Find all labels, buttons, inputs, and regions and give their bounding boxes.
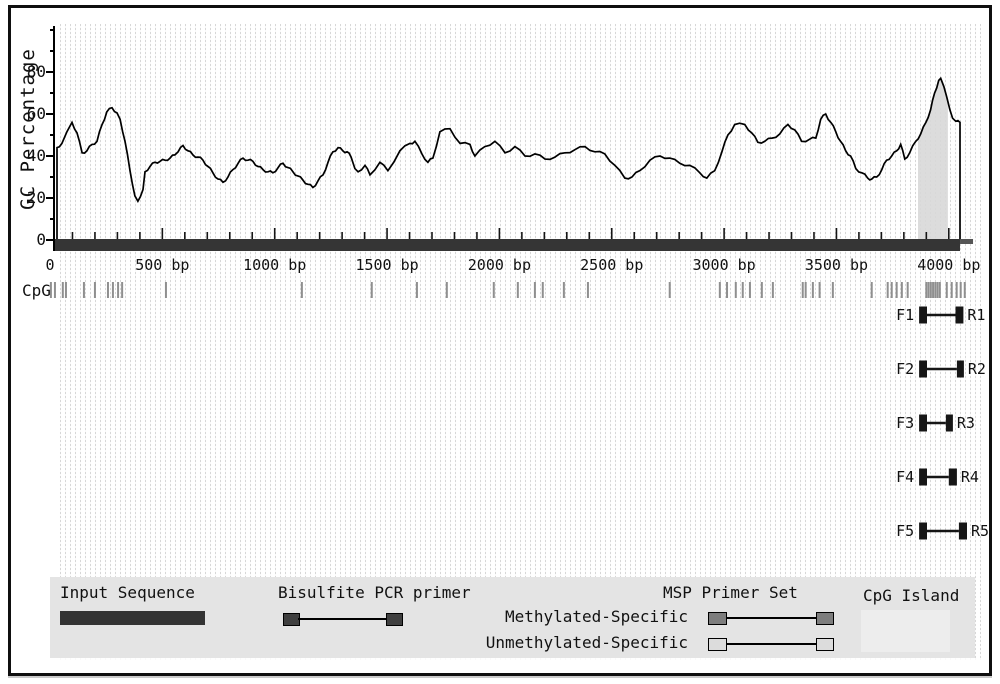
legend-methylated-right-square (816, 612, 834, 625)
forward-primer-label: F2 (896, 360, 915, 378)
forward-primer-bar (919, 522, 927, 540)
legend-bisulfite-label: Bisulfite PCR primer (278, 583, 471, 602)
legend-methylated-line (726, 617, 817, 619)
legend-cpg-island-label: CpG Island (863, 586, 960, 605)
legend-methylated-left-square (708, 612, 727, 625)
reverse-primer-label: R2 (967, 360, 986, 378)
cpg-row-label: CpG (22, 281, 51, 300)
legend-msp-title: MSP Primer Set (663, 583, 798, 602)
forward-primer-label: F4 (896, 468, 915, 486)
y-axis-tick-label: 0 (36, 230, 46, 249)
y-axis-tick-label: 40 (26, 146, 46, 165)
forward-primer-bar (919, 468, 927, 486)
legend-unmethylated-left-square (708, 638, 727, 651)
forward-primer-bar (919, 414, 927, 432)
reverse-primer-bar (945, 414, 953, 432)
reverse-primer-label: R4 (960, 468, 979, 486)
reverse-primer-label: R1 (967, 306, 986, 324)
legend-input-sequence-label: Input Sequence (60, 583, 195, 602)
plot-background-texture (56, 24, 984, 660)
reverse-primer-label: R3 (956, 414, 975, 432)
gc-percentage-curve (56, 76, 961, 240)
y-axis-tick-label: 20 (26, 188, 46, 207)
legend-cpg-island-swatch (861, 610, 950, 652)
reverse-primer-bar (955, 306, 964, 324)
x-axis-tick-label: 500 bp (135, 256, 190, 274)
legend-bisulfite-line (298, 618, 388, 620)
reverse-primer-bar (948, 468, 957, 486)
forward-primer-label: F1 (896, 306, 915, 324)
y-axis-tick-label: 60 (26, 104, 46, 123)
legend-input-sequence-swatch (60, 611, 205, 625)
x-axis-tick-label: 4000 bp (917, 256, 981, 274)
x-axis-tick-label: 1500 bp (355, 256, 419, 274)
x-axis-tick-label: 2000 bp (467, 256, 531, 274)
forward-primer-label: F3 (896, 414, 915, 432)
reverse-primer-label: R5 (971, 522, 990, 540)
legend-bisulfite-right-square (386, 613, 403, 626)
y-axis-tick-label: 80 (26, 62, 46, 81)
input-sequence-bar (55, 239, 960, 251)
input-sequence-bar-tail (960, 239, 974, 244)
legend-unmethylated-right-square (816, 638, 834, 651)
reverse-primer-bar (958, 522, 967, 540)
x-axis-tick-label: 2500 bp (580, 256, 644, 274)
x-axis-tick-label: 3000 bp (692, 256, 756, 274)
legend-methylated-label: Methylated-Specific (504, 607, 688, 626)
reverse-primer-bar (956, 360, 964, 378)
x-axis-tick-label: 1000 bp (243, 256, 307, 274)
forward-primer-label: F5 (896, 522, 915, 540)
forward-primer-bar (919, 306, 927, 324)
cpg-island-region (918, 78, 948, 240)
forward-primer-bar (919, 360, 927, 378)
x-axis-tick-label: 3500 bp (804, 256, 869, 274)
legend-unmethylated-line (726, 643, 817, 645)
legend-unmethylated-label: Unmethylated-Specific (485, 633, 688, 652)
x-axis-tick-label: 0 (45, 256, 55, 274)
